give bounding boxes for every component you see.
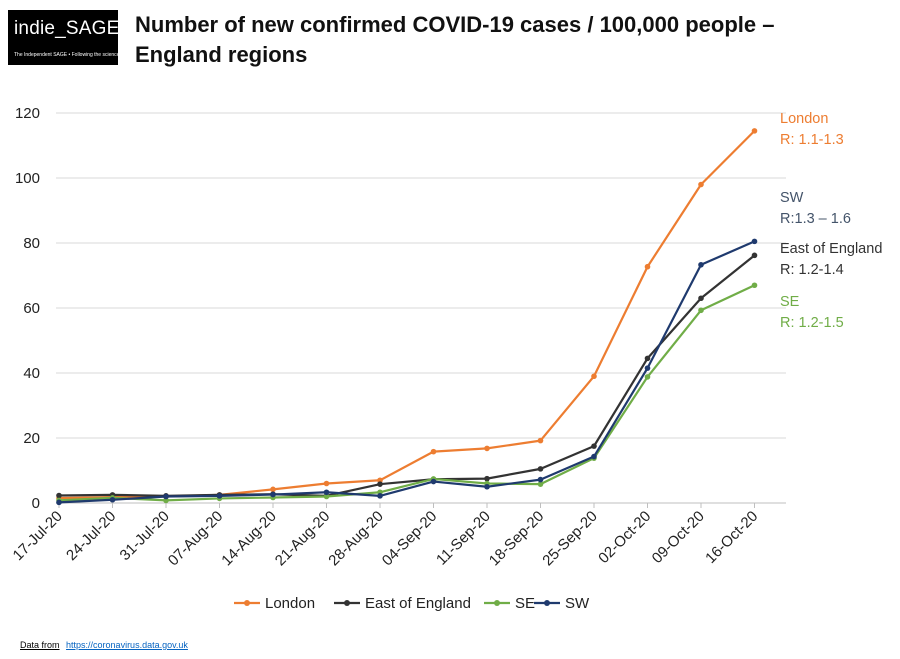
data-point <box>591 373 597 380</box>
x-tick-label: 04-Sep-20 <box>379 508 441 570</box>
y-tick-label: 80 <box>23 235 40 252</box>
x-tick-label: 21-Aug-20 <box>272 508 334 570</box>
data-point <box>377 481 383 487</box>
legend-label: SE <box>515 595 535 612</box>
annotation-r-value: R: 1.1-1.3 <box>780 132 844 148</box>
logo-tagline: The Independent SAGE • Following the sci… <box>14 52 120 58</box>
annotation-name: East of England <box>780 241 882 257</box>
data-point <box>751 282 758 289</box>
data-point <box>751 252 758 259</box>
legend-label: East of England <box>365 595 471 612</box>
annotation-r-value: R: 1.2-1.5 <box>780 315 844 331</box>
legend-label: London <box>265 595 315 612</box>
data-point <box>644 355 651 362</box>
data-point <box>537 476 544 483</box>
y-tick-label: 100 <box>15 170 40 187</box>
data-point <box>323 480 330 487</box>
logo-name: indie_SAGE <box>14 18 120 39</box>
x-tick-label: 18-Sep-20 <box>486 508 548 570</box>
legend-label: SW <box>565 595 590 612</box>
data-point <box>430 478 437 485</box>
chart-title: Number of new confirmed COVID-19 cases /… <box>135 12 775 67</box>
data-point <box>644 374 651 380</box>
annotation-name: London <box>780 111 828 127</box>
y-tick-label: 20 <box>23 430 40 447</box>
series-line <box>58 284 755 502</box>
annotation-r-value: R:1.3 – 1.6 <box>780 211 851 227</box>
data-point <box>537 466 544 472</box>
x-tick-label: 02-Oct-20 <box>595 508 654 567</box>
data-point <box>163 497 169 504</box>
annotation-r-value: R: 1.2-1.4 <box>780 262 844 278</box>
x-tick-label: 25-Sep-20 <box>539 508 601 570</box>
data-point <box>377 493 383 499</box>
data-point <box>698 181 704 188</box>
data-point <box>323 493 330 500</box>
data-point <box>216 493 223 499</box>
data-point <box>56 492 62 499</box>
series-line <box>58 254 756 497</box>
data-point <box>751 238 758 245</box>
data-point <box>163 493 169 500</box>
data-point <box>323 489 330 496</box>
y-tick-label: 60 <box>23 300 40 317</box>
data-point <box>698 261 704 268</box>
annotation-name: SE <box>780 294 800 310</box>
data-point <box>591 453 597 460</box>
data-point <box>484 445 490 452</box>
x-tick-label: 11-Sep-20 <box>433 508 494 569</box>
y-tick-label: 120 <box>15 105 40 122</box>
indie-sage-logo: indie_SAGE The Independent SAGE • Follow… <box>8 10 120 65</box>
data-point <box>751 128 758 134</box>
data-source: Data from https://coronavirus.data.gov.u… <box>20 640 188 650</box>
data-point <box>537 481 544 487</box>
data-point <box>537 437 544 444</box>
legend-marker <box>244 600 250 606</box>
x-tick-label: 09-Oct-20 <box>649 508 708 567</box>
source-link[interactable]: https://coronavirus.data.gov.uk <box>66 640 188 650</box>
data-point <box>377 477 383 484</box>
series-line <box>58 240 755 504</box>
data-point <box>430 448 437 455</box>
y-tick-label: 40 <box>23 365 40 382</box>
data-point <box>109 496 116 503</box>
data-point <box>644 365 651 371</box>
data-point <box>484 483 490 490</box>
legend-marker <box>494 600 500 606</box>
x-tick-label: 14-Aug-20 <box>218 508 280 570</box>
data-point <box>591 443 597 449</box>
series-line <box>58 130 756 500</box>
x-tick-label: 31-Jul-20 <box>117 508 173 564</box>
data-point <box>484 475 490 482</box>
x-tick-label: 07-Aug-20 <box>165 508 227 570</box>
data-point <box>698 307 704 314</box>
legend-marker <box>544 600 550 606</box>
x-tick-label: 16-Oct-20 <box>702 508 761 567</box>
legend-marker <box>344 600 350 606</box>
data-point <box>270 491 276 498</box>
y-tick-label: 0 <box>32 495 40 512</box>
x-tick-label: 17-Jul-20 <box>10 508 66 564</box>
data-point <box>644 263 651 270</box>
data-point <box>270 486 276 493</box>
source-label: Data from <box>20 640 60 650</box>
data-point <box>698 295 704 302</box>
annotation-name: SW <box>780 190 804 206</box>
x-tick-label: 24-Jul-20 <box>63 508 119 564</box>
x-tick-label: 28-Aug-20 <box>325 508 387 570</box>
data-point <box>56 499 62 506</box>
